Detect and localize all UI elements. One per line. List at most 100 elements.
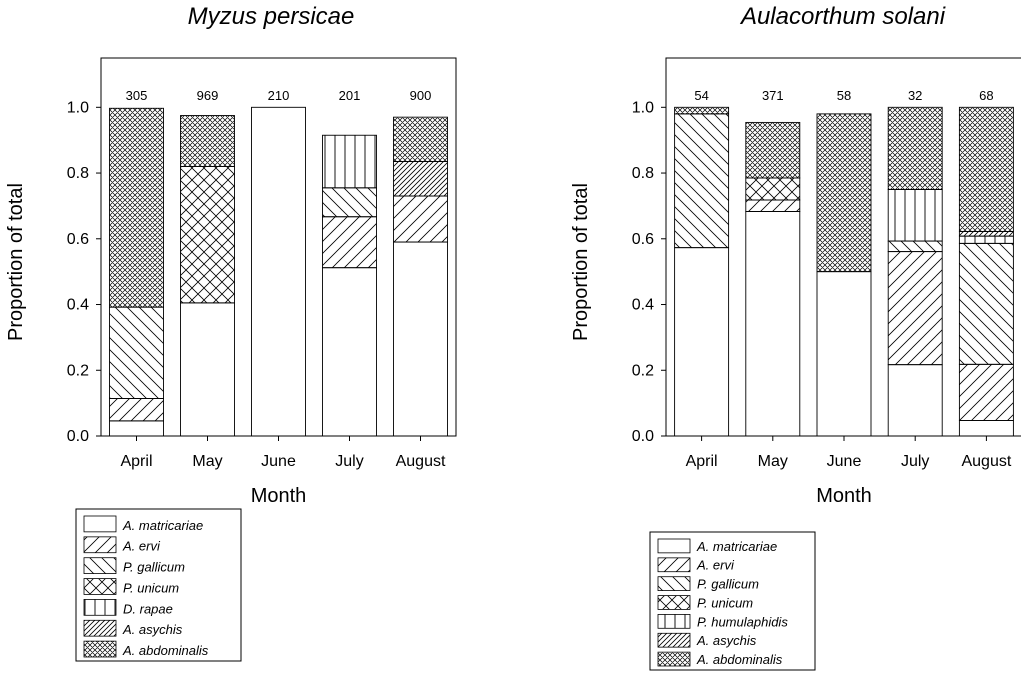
x-tick-label: April [686,453,718,470]
bar-segment [887,106,943,190]
bar-total-label: 969 [197,88,219,103]
bar-segment [322,267,377,437]
y-tick-label: 0.6 [632,231,654,248]
chart-title: Aulacorthum solani [739,3,946,30]
x-axis-label: Month [816,485,872,507]
x-tick-label: August [961,453,1011,470]
x-tick-label: July [901,453,929,470]
y-tick-label: 0.8 [67,165,89,182]
bar-total-label: 201 [339,88,361,103]
legend-label: A. asychis [122,622,183,637]
bar-segment [745,177,801,201]
legend-label: D. rapae [123,601,173,616]
chart-panel-aulacorthum-solani: Aulacorthum solani 54 April 371 May 58 June 32 J… [570,3,1021,671]
x-tick-label: May [192,453,222,470]
y-tick-label: 0.4 [67,297,89,314]
chart-panel-myzus-persicae: Myzus persicae 305 April 969 May 210 June 201 Ju… [5,3,457,662]
x-tick-label: June [261,453,296,470]
legend-swatch [657,538,691,554]
bar-total-label: 32 [908,88,922,103]
legend-swatch [83,578,117,595]
bar-segment [958,231,1014,237]
legend-swatch [657,632,691,648]
legend-swatch [83,599,117,616]
bar-segment [322,216,377,269]
bar-segment [816,271,872,437]
y-tick-label: 0.4 [632,297,654,314]
legend-swatch [83,619,117,637]
bar-segment [180,302,235,437]
bar-segment [109,107,164,308]
bar-segment [322,134,377,189]
bar-segment [745,121,801,179]
chart-title: Myzus persicae [188,3,355,30]
legend: A. matricariae A. ervi P. gallicum P. unicu… [75,508,242,662]
legend-label: A. ervi [696,558,735,573]
bar-total-label: 68 [979,88,993,103]
x-axis-label: Month [251,485,307,507]
legend-label: A. ervi [122,539,161,554]
legend-swatch [83,557,117,574]
bar-total-label: 54 [694,88,708,103]
y-tick-label: 0.2 [632,362,654,379]
legend-swatch [657,651,691,667]
bar-total-label: 305 [126,88,148,103]
legend-label: P. unicum [697,595,753,610]
bar-segment [887,240,943,253]
legend-swatch [83,515,117,533]
legend: A. matricariae A. ervi P. gallicum P. unicu… [649,531,816,671]
bar-segment [887,251,943,366]
legend-label: P. gallicum [697,577,759,592]
bar-segment [393,241,448,437]
bar-segment [958,420,1014,437]
y-tick-label: 0.0 [632,428,654,445]
legend-swatch [657,557,691,573]
legend-label: A. abdominalis [696,652,783,667]
bar-segment [887,189,943,242]
legend-swatch [83,640,117,658]
bar-segment [109,306,164,399]
legend-swatch [657,595,691,610]
bar-segment [109,420,164,437]
bar-segment [674,106,730,115]
bar-segment [745,199,801,212]
y-tick-label: 0.2 [67,362,89,379]
bar-segment [958,106,1014,233]
bar-total-label: 210 [268,88,290,103]
bar-segment [674,247,730,437]
bar-segment [393,161,448,197]
bar-total-label: 371 [762,88,784,103]
bar-segment [180,115,235,167]
y-axis-label: Proportion of total [570,183,592,341]
legend-label: A. matricariae [696,539,777,554]
legend-swatch [657,614,691,629]
x-tick-label: May [758,453,788,470]
x-tick-label: August [396,453,446,470]
legend-label: A. abdominalis [122,643,209,658]
y-tick-label: 0.8 [632,165,654,182]
legend-swatch [657,576,691,591]
legend-label: A. matricariae [122,518,203,533]
legend-label: P. gallicum [123,560,185,575]
y-tick-label: 1.0 [632,99,654,116]
y-axis-label: Proportion of total [5,183,27,341]
bar-segment [322,187,377,218]
bar-segment [251,106,306,437]
plot-frame [665,57,1021,437]
bar-segment [958,363,1014,422]
bar-segment [958,235,1014,244]
y-tick-label: 0.0 [67,428,89,445]
x-tick-label: July [335,453,363,470]
y-tick-label: 1.0 [67,99,89,116]
bar-segment [393,116,448,162]
legend-label: A. asychis [696,633,757,648]
bar-segment [674,113,730,249]
y-tick-label: 0.6 [67,231,89,248]
bar-segment [109,398,164,422]
legend-label: P. humulaphidis [697,614,788,629]
legend-swatch [83,536,117,554]
legend-label: P. unicum [123,580,179,595]
bar-total-label: 58 [837,88,851,103]
bar-segment [393,195,448,243]
